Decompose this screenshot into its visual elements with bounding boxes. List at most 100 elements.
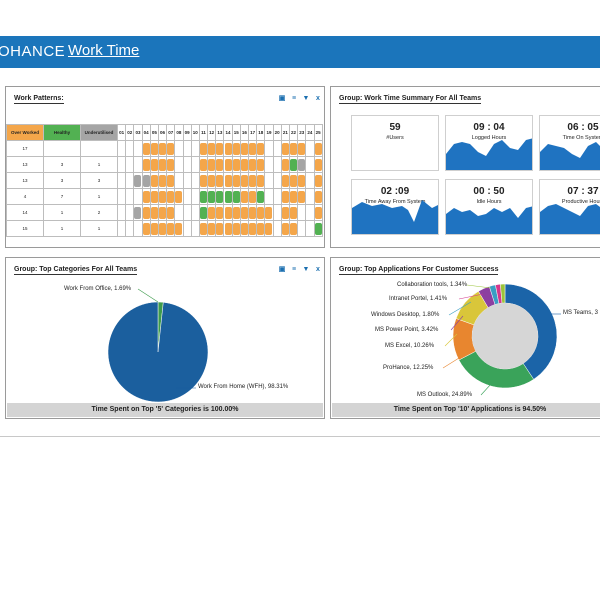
day-pattern-block[interactable] (208, 190, 216, 203)
column-underutilised[interactable]: Underutilised (80, 124, 118, 141)
day-pattern-block[interactable] (167, 174, 175, 187)
category-slice-work-from-home-wfh-[interactable] (107, 301, 209, 403)
day-pattern-block[interactable] (257, 190, 265, 203)
day-pattern-block[interactable] (150, 158, 158, 171)
day-pattern-block[interactable] (281, 142, 289, 155)
day-pattern-block[interactable] (290, 206, 298, 219)
day-pattern-block[interactable] (208, 158, 216, 171)
day-pattern-block[interactable] (199, 142, 207, 155)
day-pattern-block[interactable] (314, 206, 322, 219)
table-row[interactable]: 15 1 1 (6, 220, 323, 237)
day-pattern-block[interactable] (257, 222, 265, 235)
day-pattern-block[interactable] (224, 206, 232, 219)
day-pattern-block[interactable] (216, 222, 224, 235)
day-pattern-block[interactable] (314, 142, 322, 155)
day-pattern-block[interactable] (240, 174, 248, 187)
day-pattern-block[interactable] (257, 158, 265, 171)
filter-icon[interactable]: ▼ (302, 266, 310, 273)
day-pattern-block[interactable] (150, 206, 158, 219)
column-over-worked[interactable]: Over Worked (6, 124, 44, 141)
day-pattern-block[interactable] (257, 174, 265, 187)
day-pattern-block[interactable] (199, 158, 207, 171)
list-view-icon[interactable]: ≡ (291, 95, 297, 102)
day-pattern-block[interactable] (224, 222, 232, 235)
day-pattern-block[interactable] (249, 142, 257, 155)
day-pattern-block[interactable] (265, 206, 273, 219)
day-pattern-block[interactable] (314, 158, 322, 171)
table-row[interactable]: 14 1 2 (6, 204, 323, 221)
filter-icon[interactable]: ▼ (302, 95, 310, 102)
summary-tile[interactable]: 59 #Users (351, 115, 439, 171)
summary-tile[interactable]: 06 : 05 Time On System (539, 115, 600, 171)
day-pattern-block[interactable] (240, 222, 248, 235)
day-pattern-block[interactable] (159, 190, 167, 203)
day-pattern-block[interactable] (167, 142, 175, 155)
day-pattern-block[interactable] (150, 222, 158, 235)
day-pattern-block[interactable] (232, 222, 240, 235)
day-pattern-block[interactable] (249, 206, 257, 219)
day-pattern-block[interactable] (216, 206, 224, 219)
day-pattern-block[interactable] (142, 158, 150, 171)
day-pattern-block[interactable] (150, 142, 158, 155)
day-pattern-block[interactable] (290, 222, 298, 235)
day-pattern-block[interactable] (232, 206, 240, 219)
day-pattern-block[interactable] (216, 190, 224, 203)
day-pattern-block[interactable] (142, 206, 150, 219)
day-pattern-block[interactable] (216, 142, 224, 155)
day-pattern-block[interactable] (159, 222, 167, 235)
day-pattern-block[interactable] (281, 158, 289, 171)
day-pattern-block[interactable] (232, 190, 240, 203)
day-pattern-block[interactable] (240, 190, 248, 203)
day-pattern-block[interactable] (224, 158, 232, 171)
day-pattern-block[interactable] (281, 222, 289, 235)
day-pattern-block[interactable] (257, 142, 265, 155)
list-view-icon[interactable]: ≡ (291, 266, 297, 273)
table-row[interactable]: 13 3 3 (6, 172, 323, 189)
day-pattern-block[interactable] (134, 206, 142, 219)
day-pattern-block[interactable] (232, 158, 240, 171)
table-row[interactable]: 17 (6, 140, 323, 157)
day-pattern-block[interactable] (159, 158, 167, 171)
day-pattern-block[interactable] (216, 174, 224, 187)
day-pattern-block[interactable] (142, 190, 150, 203)
day-pattern-block[interactable] (199, 222, 207, 235)
page-title-link[interactable]: Work Time (68, 42, 140, 59)
day-pattern-block[interactable] (281, 190, 289, 203)
day-pattern-block[interactable] (232, 174, 240, 187)
day-pattern-block[interactable] (298, 174, 306, 187)
day-pattern-block[interactable] (224, 190, 232, 203)
day-pattern-block[interactable] (249, 190, 257, 203)
day-pattern-block[interactable] (142, 174, 150, 187)
day-pattern-block[interactable] (240, 206, 248, 219)
day-pattern-block[interactable] (175, 190, 183, 203)
day-pattern-block[interactable] (142, 222, 150, 235)
day-pattern-block[interactable] (216, 158, 224, 171)
day-pattern-block[interactable] (290, 190, 298, 203)
summary-tile[interactable]: 09 : 04 Logged Hours (445, 115, 533, 171)
day-pattern-block[interactable] (281, 206, 289, 219)
day-pattern-block[interactable] (281, 174, 289, 187)
export-icon[interactable]: ▣ (278, 266, 286, 273)
day-pattern-block[interactable] (159, 174, 167, 187)
day-pattern-block[interactable] (175, 222, 183, 235)
day-pattern-block[interactable] (199, 206, 207, 219)
day-pattern-block[interactable] (150, 190, 158, 203)
day-pattern-block[interactable] (298, 190, 306, 203)
day-pattern-block[interactable] (224, 174, 232, 187)
day-pattern-block[interactable] (249, 222, 257, 235)
day-pattern-block[interactable] (208, 174, 216, 187)
day-pattern-block[interactable] (150, 174, 158, 187)
day-pattern-block[interactable] (208, 206, 216, 219)
day-pattern-block[interactable] (167, 158, 175, 171)
summary-tile[interactable]: 00 : 50 Idle Hours (445, 179, 533, 235)
day-pattern-block[interactable] (159, 206, 167, 219)
day-pattern-block[interactable] (265, 222, 273, 235)
day-pattern-block[interactable] (199, 174, 207, 187)
day-pattern-block[interactable] (314, 190, 322, 203)
day-pattern-block[interactable] (290, 158, 298, 171)
day-pattern-block[interactable] (142, 142, 150, 155)
day-pattern-block[interactable] (240, 142, 248, 155)
day-pattern-block[interactable] (199, 190, 207, 203)
day-pattern-block[interactable] (167, 190, 175, 203)
